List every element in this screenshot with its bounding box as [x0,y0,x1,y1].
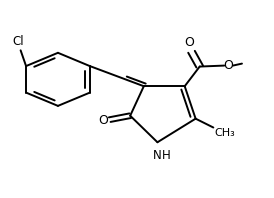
Text: H: H [162,149,170,162]
Text: O: O [98,114,108,127]
Text: Cl: Cl [12,35,24,48]
Text: O: O [184,36,194,49]
Text: CH₃: CH₃ [215,129,235,138]
Text: O: O [224,59,233,72]
Text: N: N [153,149,162,162]
